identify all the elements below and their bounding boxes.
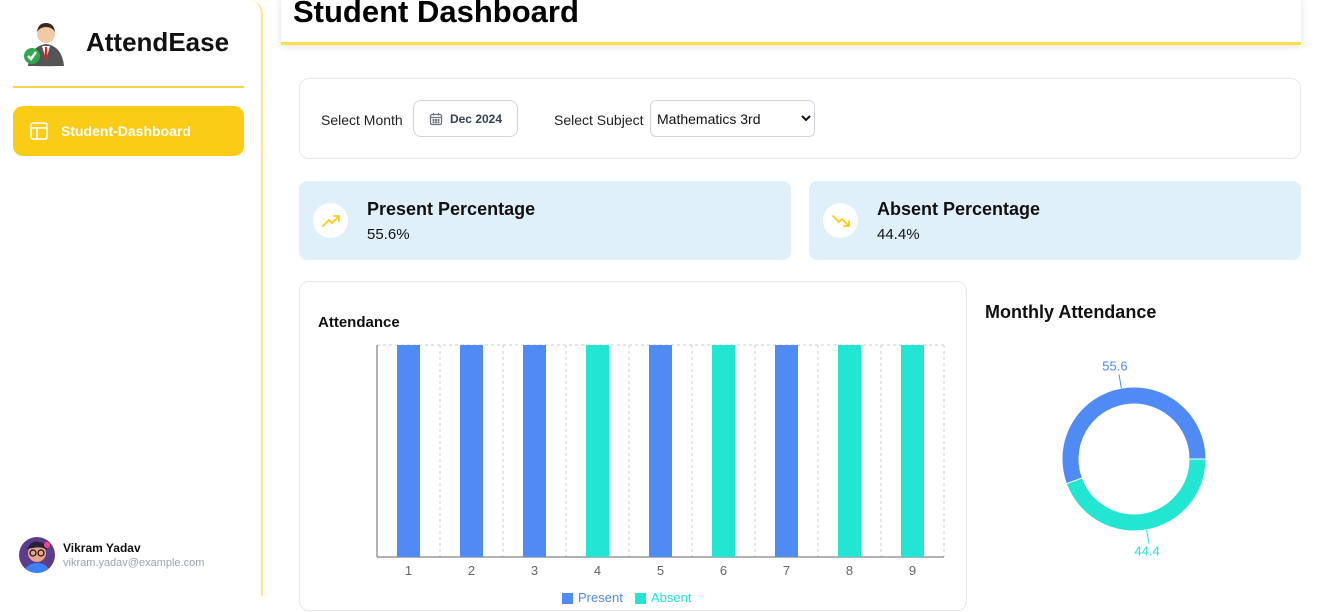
brand: AttendEase [20,16,229,68]
x-tick-label: 3 [531,563,538,578]
layout-icon [30,122,48,140]
calendar-icon [429,112,443,125]
filter-bar: Select Month Dec 2024 Select Subject Mat… [299,78,1301,159]
legend-swatch-absent [635,593,646,604]
absent-percentage-title: Absent Percentage [877,199,1041,219]
x-tick-label: 6 [720,563,727,578]
donut-label-line-absent [1146,529,1150,544]
bar-present-5[interactable] [649,345,672,557]
legend-label-absent: Absent [651,590,692,605]
x-tick-label: 5 [657,563,664,578]
bar-present-2[interactable] [460,345,483,557]
bar-present-7[interactable] [775,345,798,557]
sidebar-item-student-dashboard[interactable]: Student-Dashboard [13,106,244,156]
x-tick-label: 7 [783,563,790,578]
bar-absent-9[interactable] [901,345,924,557]
legend-swatch-present [562,593,573,604]
x-tick-label: 4 [594,563,601,578]
donut-slice-present[interactable] [1061,386,1207,485]
present-percentage-card: Present Percentage 55.6% [299,181,791,260]
attendance-bar-chart: 1 2 3 4 5 6 7 8 9 Present Absent [376,344,945,605]
user-profile[interactable]: Vikram Yadav vikram.yadav@example.com [19,537,204,573]
bar-present-3[interactable] [523,345,546,557]
donut-label-present: 55.6 [1102,358,1127,373]
present-percentage-title: Present Percentage [367,199,536,219]
present-percentage-value: 55.6% [367,226,410,243]
x-tick-label: 8 [846,563,853,578]
donut-label-line-present [1118,374,1122,389]
x-tick-label: 2 [468,563,475,578]
subject-label: Select Subject [554,112,644,128]
attendance-chart-title: Attendance [318,314,400,331]
absent-percentage-card: Absent Percentage 44.4% [809,181,1301,260]
absent-percentage-value: 44.4% [877,226,920,243]
brand-divider [13,86,244,88]
trending-down-icon [823,203,858,238]
teacher-logo-icon [24,23,64,67]
x-tick-label: 9 [909,563,916,578]
page-header: Student Dashboard [281,0,1301,42]
donut-slice-absent[interactable] [1065,458,1207,532]
x-tick-label: 1 [405,563,412,578]
bar-absent-4[interactable] [586,345,609,557]
monthly-attendance-title: Monthly Attendance [985,302,1157,322]
month-picker-button[interactable]: Dec 2024 [413,100,518,137]
app-name: AttendEase [86,26,230,57]
month-label: Select Month [321,112,403,128]
bar-absent-6[interactable] [712,345,735,557]
user-email: vikram.yadav@example.com [63,557,205,569]
donut-label-absent: 44.4 [1134,544,1159,559]
subject-select[interactable]: Mathematics 3rd [650,100,815,137]
sidebar: AttendEase Student-Dashboard Vikram Yada… [0,0,263,596]
sidebar-item-label: Student-Dashboard [61,123,191,139]
bar-absent-8[interactable] [838,345,861,557]
avatar [19,537,55,573]
bar-present-1[interactable] [397,345,420,557]
monthly-attendance-donut: 55.6 44.4 [1061,358,1207,559]
user-name: Vikram Yadav [63,541,141,555]
trending-up-icon [313,203,348,238]
page-title: Student Dashboard [293,0,579,29]
month-value: Dec 2024 [449,111,503,126]
attendance-chart-card: Attendance 1 2 3 4 5 6 7 8 9 Present Absent [299,281,967,611]
legend-label-present: Present [578,590,623,605]
